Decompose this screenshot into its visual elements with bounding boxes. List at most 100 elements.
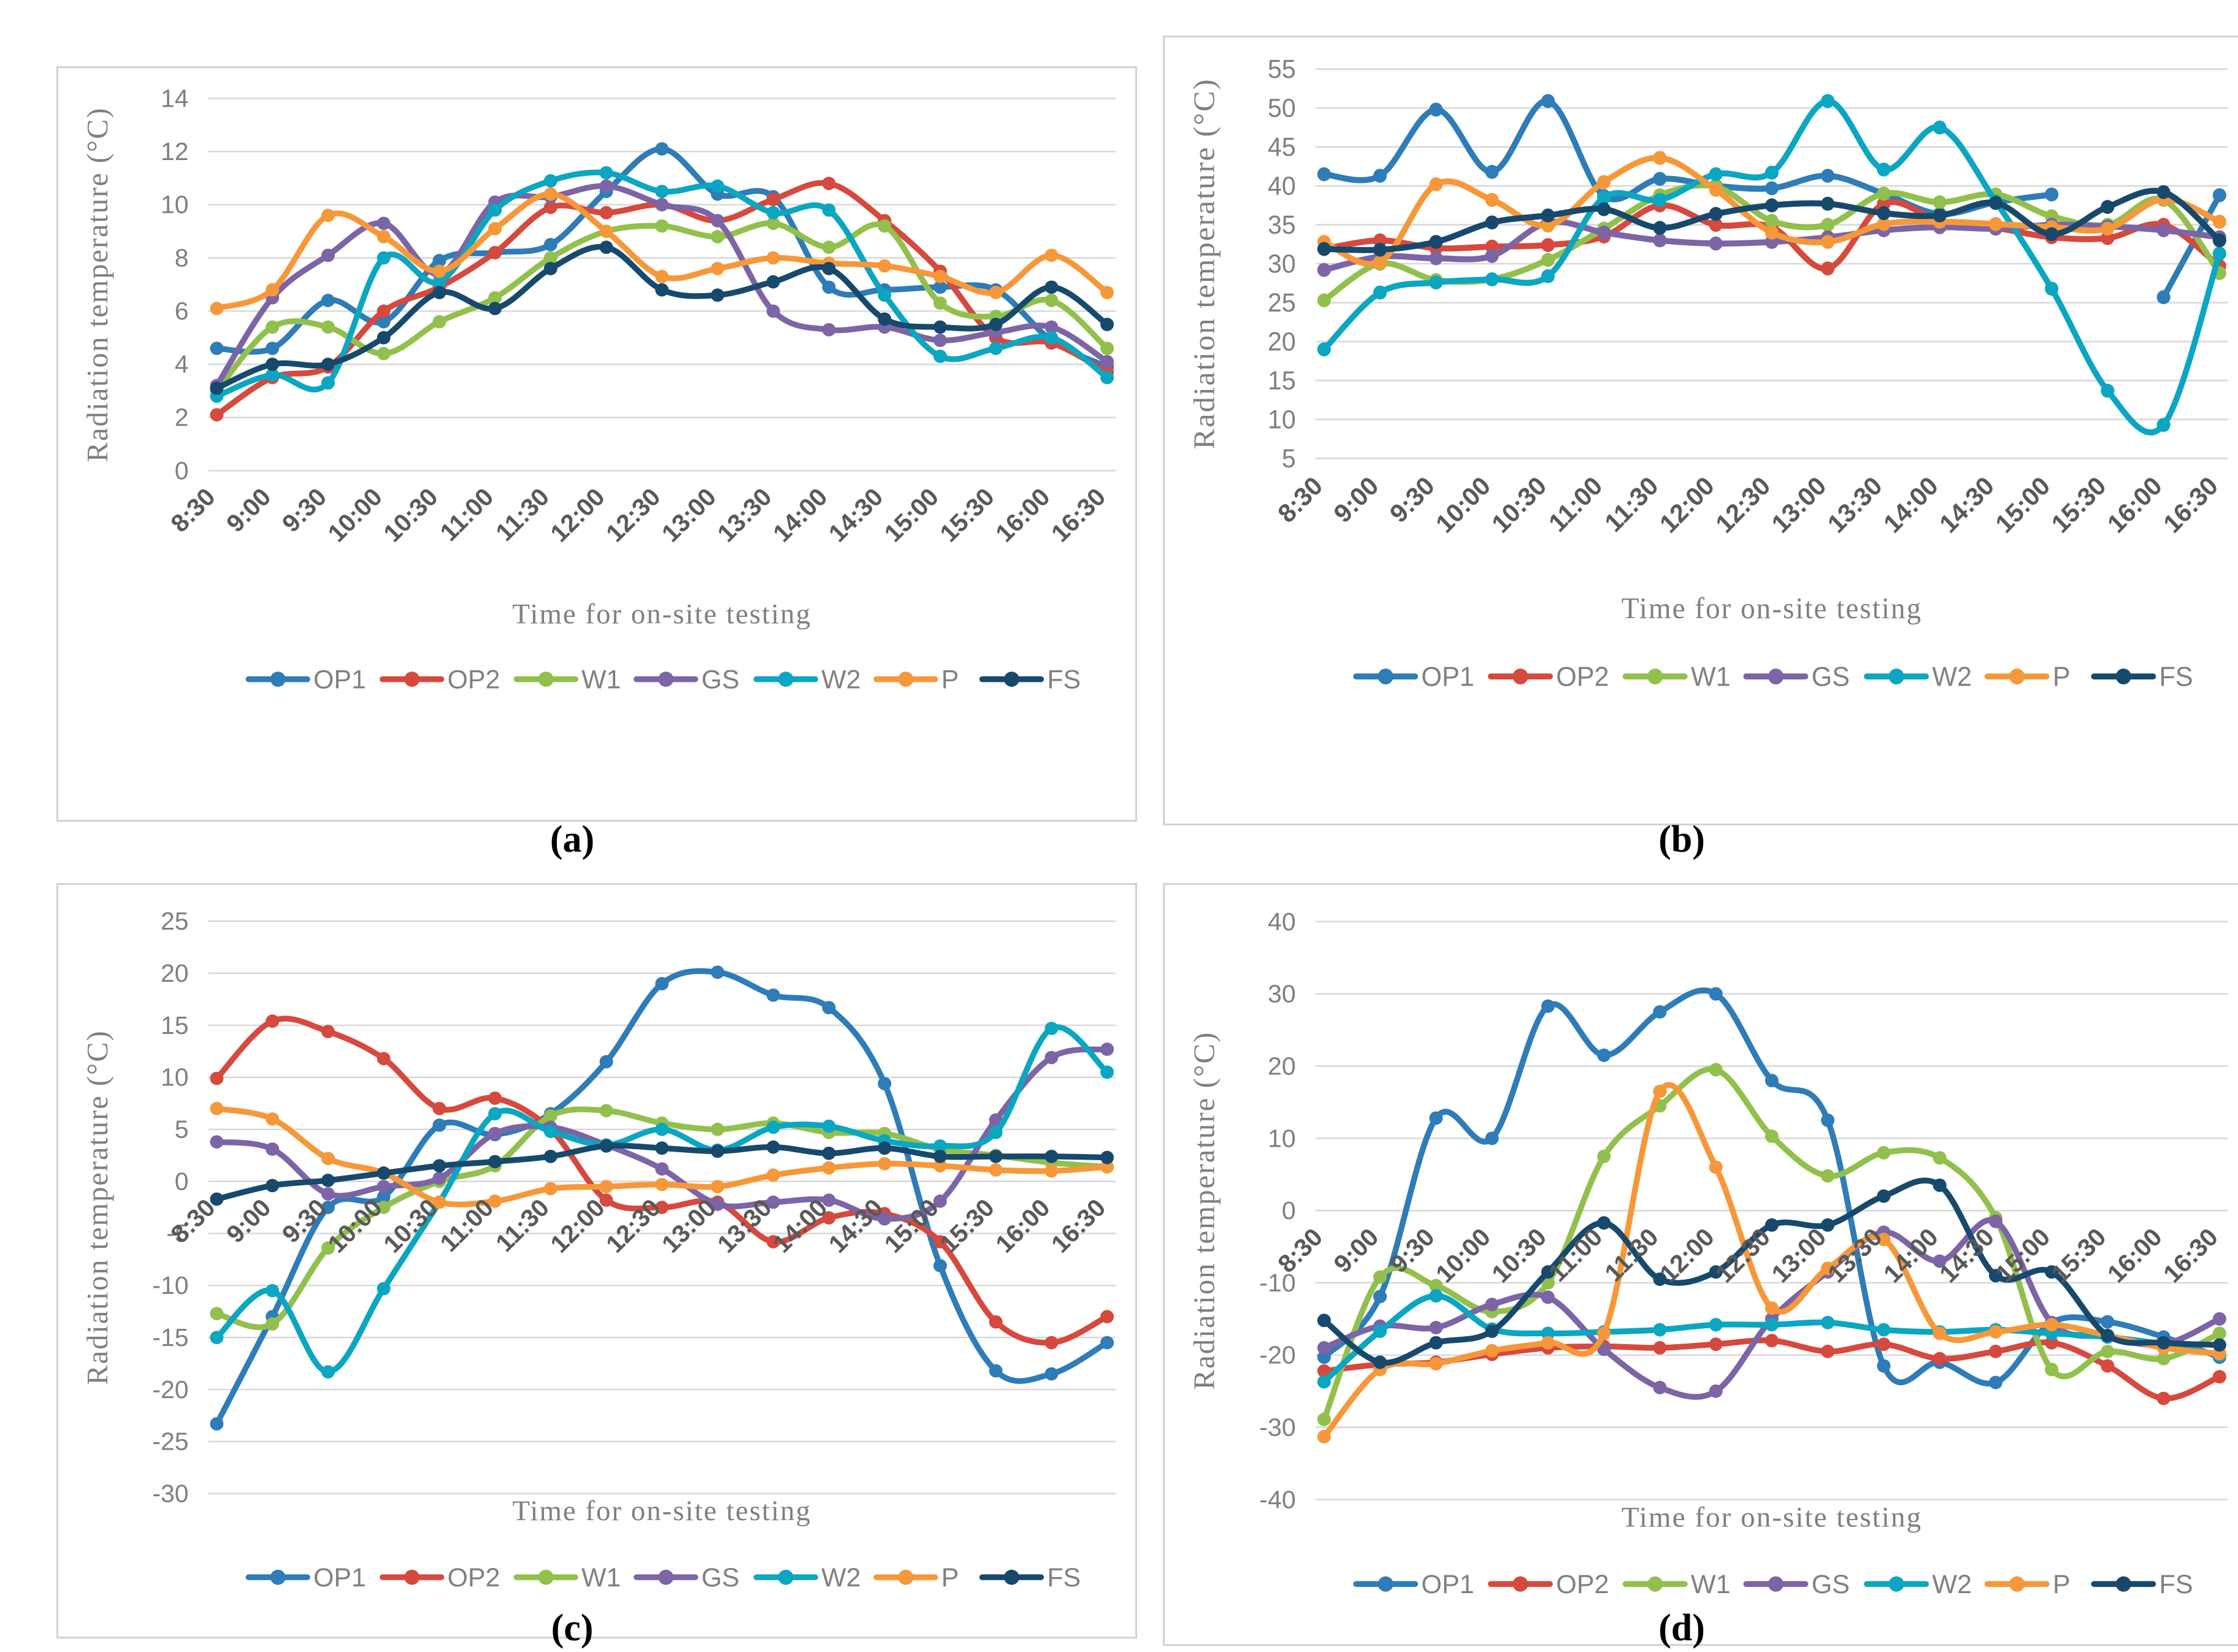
series-marker-W2 xyxy=(1541,269,1555,283)
legend-label-P: P xyxy=(2053,1570,2071,1599)
legend-item-FS: FS xyxy=(979,1563,1081,1593)
series-marker-W2 xyxy=(822,203,836,217)
series-marker-FS xyxy=(1044,1149,1059,1163)
series-marker-W1 xyxy=(1709,1063,1723,1077)
series-marker-P xyxy=(989,286,1003,299)
series-marker-W2 xyxy=(2156,418,2171,432)
legend: OP1 OP2 W1 GS W2 P FS xyxy=(1353,662,2193,692)
x-axis-title: Time for on-site testing xyxy=(1622,1501,1922,1533)
legend-label-W2: W2 xyxy=(1932,1570,1972,1599)
chart-a: 0 2 4 6 8 10 12 14 Radiation temperature (°C) 8:3… xyxy=(81,84,1116,694)
series-marker-FS xyxy=(1653,221,1667,235)
y-tick-label: -20 xyxy=(1259,1341,1295,1369)
y-tick-label: 10 xyxy=(161,191,189,219)
x-tick-label: 11:00 xyxy=(434,483,499,546)
series-marker-P xyxy=(1653,151,1667,165)
series-marker-W1 xyxy=(710,230,724,243)
panel-a: 0 2 4 6 8 10 12 14 Radiation temperature (°C) 8:3… xyxy=(56,66,1137,822)
series-marker-OP1 xyxy=(2045,187,2059,202)
series-marker-W2 xyxy=(1541,1326,1555,1340)
series-marker-OP1 xyxy=(655,142,669,156)
series-line-OP1 xyxy=(2160,192,2223,300)
series-OP2 xyxy=(1317,1334,2226,1405)
x-tick-label: 11:00 xyxy=(1543,471,1608,538)
x-tick-label: 14:00 xyxy=(767,483,833,548)
y-axis-title: Radiation temperature (°C) xyxy=(81,107,114,462)
series-marker-FS xyxy=(2156,1336,2171,1350)
series-marker-FS xyxy=(266,358,280,371)
legend-marker-P xyxy=(898,671,914,687)
series-marker-FS xyxy=(1709,207,1723,221)
series-marker-W2 xyxy=(488,203,502,217)
series-marker-OP1 xyxy=(1709,987,1723,1001)
series-marker-FS xyxy=(1933,1178,1947,1192)
legend-label-W1: W1 xyxy=(1691,662,1731,692)
series-marker-FS xyxy=(1877,206,1891,220)
series-marker-W2 xyxy=(1877,163,1891,177)
series-marker-W2 xyxy=(1821,1315,1835,1329)
legend-marker-GS xyxy=(1768,668,1784,685)
y-tick-label: 4 xyxy=(175,350,189,378)
series-marker-P xyxy=(1541,1336,1555,1350)
series-marker-W1 xyxy=(1317,1412,1331,1426)
y-axis-tick-labels: 5 10 15 20 25 30 35 40 45 50 55 xyxy=(1268,55,1296,473)
series-marker-W1 xyxy=(1765,213,1779,228)
series-FS xyxy=(1317,1177,2226,1369)
series-marker-FS xyxy=(2101,200,2115,214)
series-marker-W2 xyxy=(1765,1318,1779,1332)
series-marker-OP1 xyxy=(599,1055,613,1069)
series-marker-OP1 xyxy=(2212,188,2226,202)
series-marker-W2 xyxy=(543,174,558,188)
legend-item-OP2: OP2 xyxy=(1488,662,1609,692)
series-marker-GS xyxy=(432,1171,446,1185)
x-tick-label: 12:30 xyxy=(600,483,666,548)
series-marker-FS xyxy=(1100,1150,1114,1164)
series-marker-W2 xyxy=(1597,190,1611,205)
y-tick-label: 25 xyxy=(1268,288,1296,317)
legend-item-OP2: OP2 xyxy=(1488,1570,1609,1599)
series-marker-OP1 xyxy=(1653,1005,1667,1019)
series-marker-W2 xyxy=(1044,331,1059,345)
series-marker-W2 xyxy=(1429,275,1443,289)
series-marker-OP2 xyxy=(599,206,613,220)
series-marker-GS xyxy=(1653,233,1667,248)
series-marker-P xyxy=(1709,183,1723,197)
series-marker-FS xyxy=(1988,196,2002,210)
series-marker-FS xyxy=(1317,242,1331,256)
series-marker-OP2 xyxy=(1877,1337,1891,1352)
series-marker-OP2 xyxy=(2212,1370,2226,1384)
x-tick-label: 13:00 xyxy=(656,483,722,548)
series-marker-W1 xyxy=(878,219,892,233)
series-marker-FS xyxy=(1541,1265,1555,1279)
series-marker-FS xyxy=(989,1149,1003,1163)
series-marker-OP1 xyxy=(1373,1290,1387,1304)
series-marker-OP2 xyxy=(1821,261,1835,276)
series-marker-GS xyxy=(933,1194,947,1208)
series-marker-W2 xyxy=(1317,1375,1331,1389)
series-marker-P xyxy=(266,1112,280,1126)
series-marker-W1 xyxy=(822,240,836,254)
series-marker-W1 xyxy=(2212,1326,2226,1340)
series-marker-P xyxy=(1429,177,1443,191)
series-marker-OP1 xyxy=(1988,1375,2002,1390)
caption-a: (a) xyxy=(550,819,595,860)
series-marker-FS xyxy=(2212,1338,2226,1352)
series-marker-GS xyxy=(710,213,724,228)
series-marker-W2 xyxy=(878,288,892,302)
series-marker-P xyxy=(488,1194,502,1208)
series-marker-OP1 xyxy=(1485,164,1499,179)
series-marker-P xyxy=(1317,1429,1331,1444)
series-marker-OP1 xyxy=(1541,94,1555,109)
series-marker-OP2 xyxy=(2156,1391,2171,1405)
series-marker-W1 xyxy=(266,320,280,334)
series-marker-OP1 xyxy=(710,965,724,979)
panel-b: 5 10 15 20 25 30 35 40 45 50 55 Radiation temperatu… xyxy=(1163,36,2238,825)
series-marker-W1 xyxy=(599,1104,613,1118)
series-marker-P xyxy=(710,1180,724,1193)
series-marker-FS xyxy=(710,288,724,302)
y-axis-tick-labels: 0 2 4 6 8 10 12 14 xyxy=(161,84,189,484)
legend-item-W2: W2 xyxy=(753,665,860,694)
series-marker-W2 xyxy=(321,1365,335,1379)
y-tick-label: -30 xyxy=(1259,1413,1295,1442)
